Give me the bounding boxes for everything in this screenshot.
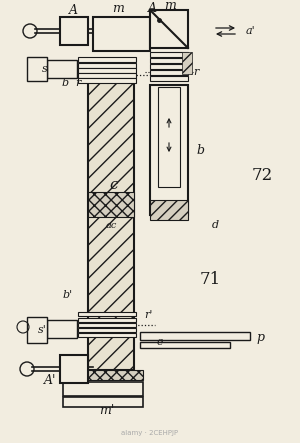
- Text: d: d: [212, 220, 219, 230]
- Bar: [140, 332, 250, 340]
- Bar: [63, 370, 143, 380]
- Text: p: p: [256, 331, 264, 345]
- Bar: [88, 60, 134, 370]
- Bar: [78, 333, 136, 337]
- Bar: [60, 355, 88, 383]
- Bar: [150, 70, 188, 75]
- Bar: [27, 317, 47, 343]
- Bar: [78, 312, 136, 316]
- Text: m': m': [99, 404, 115, 417]
- Bar: [150, 58, 188, 63]
- Bar: [150, 200, 188, 220]
- Bar: [78, 57, 136, 62]
- Text: b: b: [61, 78, 69, 88]
- Text: s: s: [42, 64, 48, 74]
- Text: a': a': [246, 26, 256, 36]
- Text: A': A': [44, 373, 56, 386]
- Text: r: r: [193, 67, 199, 77]
- Bar: [63, 397, 143, 407]
- Bar: [93, 17, 150, 51]
- Text: 71: 71: [200, 272, 220, 288]
- Text: b': b': [63, 290, 73, 300]
- Bar: [158, 87, 180, 187]
- Bar: [78, 63, 136, 68]
- Bar: [60, 17, 88, 45]
- Bar: [47, 320, 77, 338]
- Bar: [140, 342, 230, 348]
- Text: s': s': [38, 325, 46, 335]
- Bar: [78, 318, 136, 322]
- Text: 72: 72: [251, 167, 273, 183]
- Bar: [78, 78, 136, 83]
- Bar: [78, 328, 136, 332]
- Text: A: A: [68, 4, 77, 16]
- Bar: [78, 68, 136, 73]
- Bar: [47, 60, 77, 78]
- Bar: [88, 192, 134, 217]
- Text: ac: ac: [105, 221, 117, 229]
- Text: r: r: [75, 78, 81, 88]
- Bar: [182, 52, 192, 74]
- Text: c: c: [110, 178, 118, 192]
- Bar: [63, 382, 143, 396]
- Bar: [78, 323, 136, 327]
- Text: m: m: [112, 1, 124, 15]
- Bar: [150, 64, 188, 69]
- Text: b: b: [196, 144, 204, 156]
- Text: alamy · 2CEHPJP: alamy · 2CEHPJP: [122, 430, 178, 436]
- Bar: [27, 57, 47, 81]
- Text: A: A: [148, 1, 157, 15]
- Bar: [150, 52, 188, 57]
- Bar: [150, 76, 188, 81]
- Bar: [78, 73, 136, 78]
- Bar: [150, 10, 188, 48]
- Text: e: e: [157, 337, 163, 347]
- Text: m: m: [164, 0, 176, 12]
- Bar: [150, 85, 188, 215]
- Text: r': r': [144, 310, 152, 320]
